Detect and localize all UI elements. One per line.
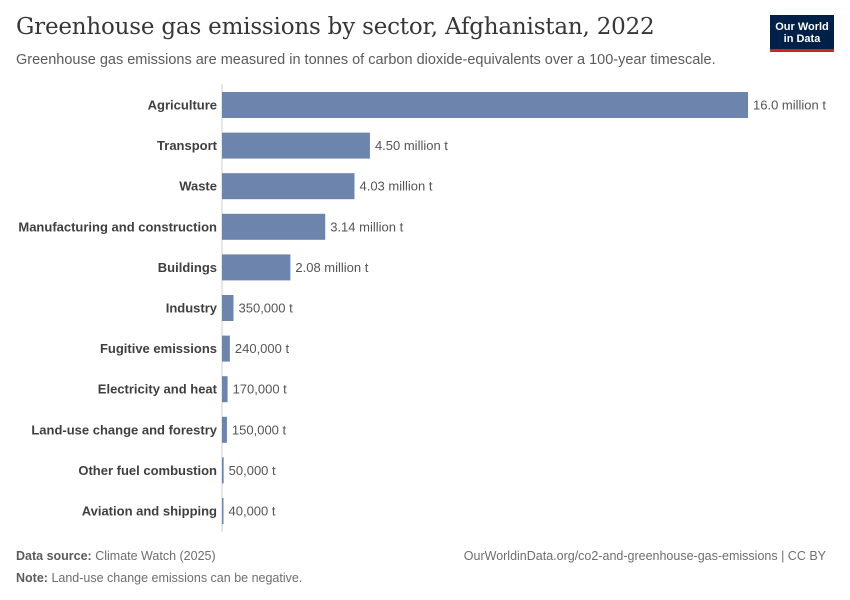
category-label: Agriculture xyxy=(148,98,217,113)
value-label: 4.50 million t xyxy=(375,138,448,153)
note-text: Land-use change emissions can be negativ… xyxy=(51,571,303,585)
bar[interactable] xyxy=(222,457,224,484)
value-label: 150,000 t xyxy=(232,422,287,437)
data-source-label: Data source: xyxy=(16,549,92,563)
value-label: 3.14 million t xyxy=(330,219,403,234)
value-label: 350,000 t xyxy=(239,301,294,316)
chart-note: Note: Land-use change emissions can be n… xyxy=(16,571,302,585)
bar[interactable] xyxy=(222,92,748,118)
logo-line-2: in Data xyxy=(783,33,821,45)
bar-chart: Agriculture 16.0 million t Transport 4.50 m… xyxy=(18,84,826,532)
category-label: Buildings xyxy=(158,260,217,275)
category-label: Aviation and shipping xyxy=(82,504,217,519)
value-label: 170,000 t xyxy=(233,382,288,397)
bar[interactable] xyxy=(222,416,227,443)
category-label: Industry xyxy=(166,301,218,316)
value-label: 240,000 t xyxy=(235,341,290,356)
value-label: 16.0 million t xyxy=(753,98,826,113)
value-label: 40,000 t xyxy=(229,504,276,519)
bar[interactable] xyxy=(222,376,228,403)
bar[interactable] xyxy=(222,498,224,524)
category-label: Fugitive emissions xyxy=(100,341,217,356)
value-label: 50,000 t xyxy=(229,463,276,478)
bar[interactable] xyxy=(222,295,234,321)
bar[interactable] xyxy=(222,335,230,362)
data-source: Data source: Climate Watch (2025) xyxy=(16,549,216,563)
category-label: Other fuel combustion xyxy=(78,463,217,478)
category-label: Manufacturing and construction xyxy=(18,219,217,234)
owid-logo[interactable]: Our World in Data xyxy=(770,15,834,52)
bar[interactable] xyxy=(222,173,355,200)
chart-subtitle: Greenhouse gas emissions are measured in… xyxy=(16,52,716,68)
logo-line-1: Our World xyxy=(775,21,829,33)
category-label: Land-use change and forestry xyxy=(31,422,217,437)
chart-title: Greenhouse gas emissions by sector, Afgh… xyxy=(16,14,655,40)
category-label: Transport xyxy=(157,138,218,153)
value-label: 2.08 million t xyxy=(295,260,368,275)
source-url-link[interactable]: OurWorldinData.org/co2-and-greenhouse-ga… xyxy=(463,549,826,563)
category-label: Waste xyxy=(179,179,217,194)
category-label: Electricity and heat xyxy=(98,382,218,397)
bar[interactable] xyxy=(222,213,326,240)
value-label: 4.03 million t xyxy=(359,179,432,194)
bar[interactable] xyxy=(222,254,291,281)
data-source-link[interactable]: Climate Watch (2025) xyxy=(95,549,216,563)
bar[interactable] xyxy=(222,132,370,159)
note-label: Note: xyxy=(16,571,48,585)
